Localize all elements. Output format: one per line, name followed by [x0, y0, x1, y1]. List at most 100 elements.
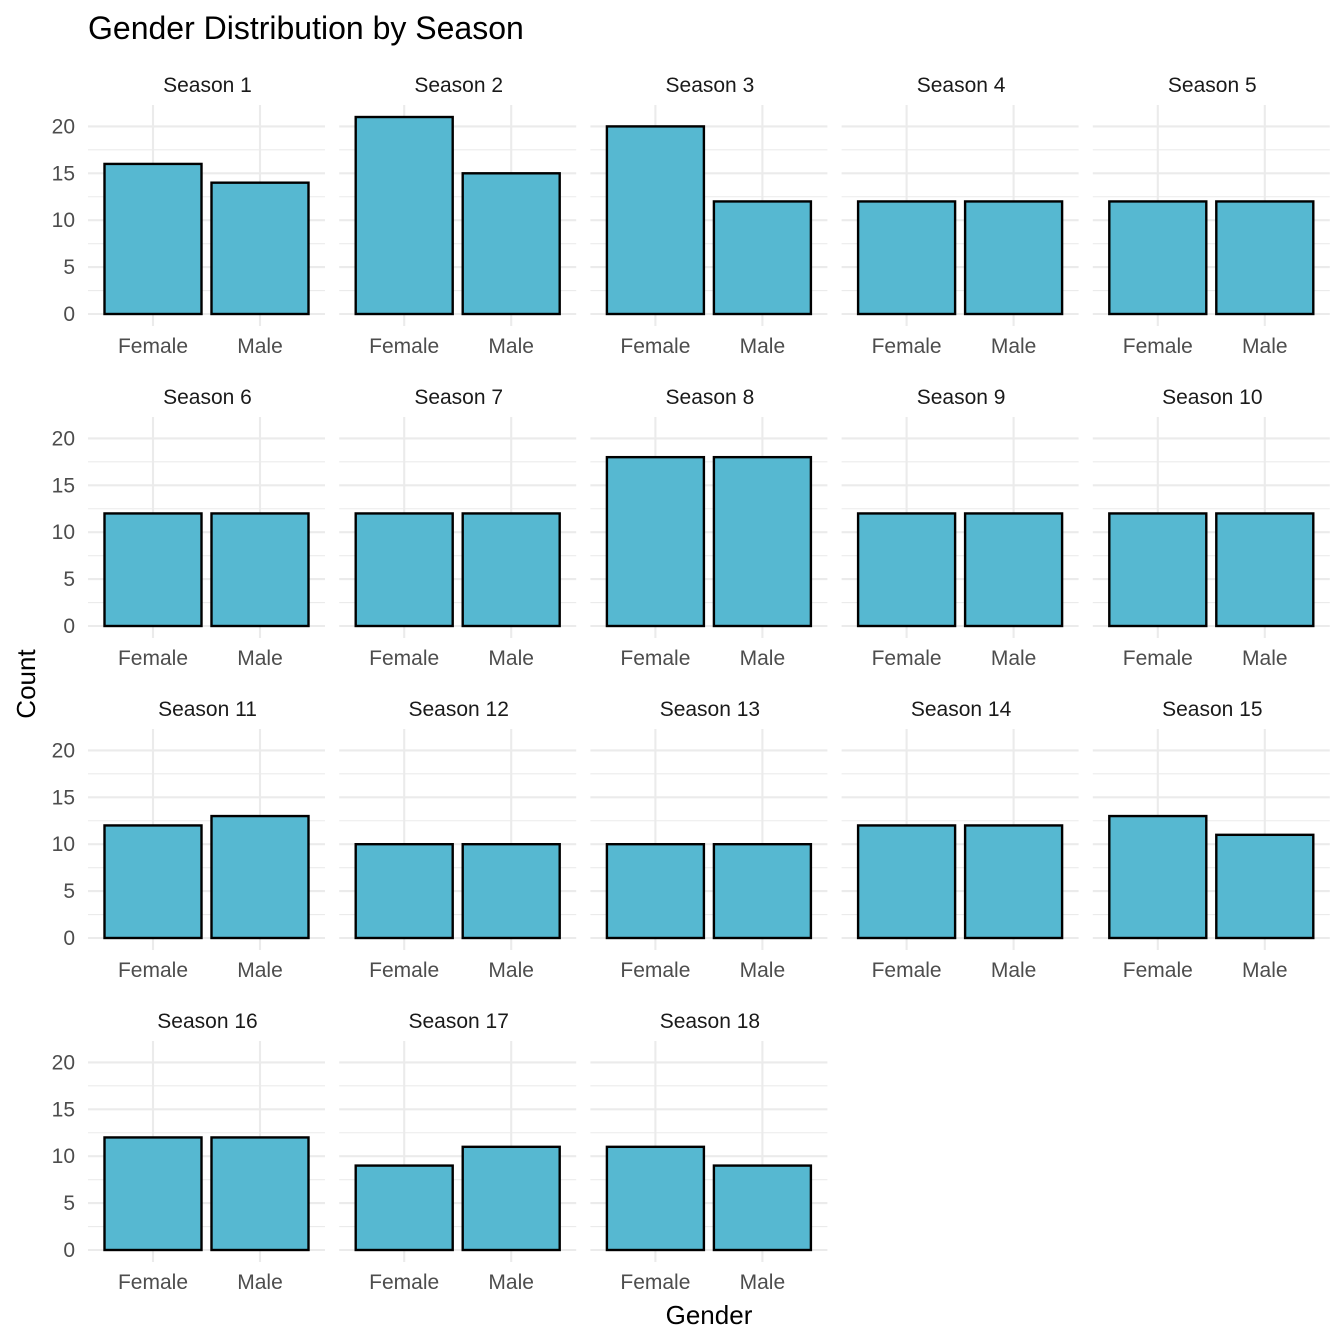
bar-female [103, 1136, 203, 1252]
x-tick-label: Female [872, 335, 942, 358]
facet-panel: Season 2 Female Male [339, 74, 577, 358]
y-tick-label: 5 [63, 568, 75, 591]
bar-male [461, 172, 561, 316]
facet-strip-label: Season 12 [408, 698, 508, 721]
x-tick-label: Female [118, 335, 188, 358]
x-tick-label: Male [1242, 335, 1288, 358]
x-tick-label: Female [872, 647, 942, 670]
bar-male [963, 512, 1064, 628]
x-tick-label: Female [620, 959, 690, 982]
x-tick-label: Male [488, 335, 534, 358]
x-tick-label: Male [991, 647, 1037, 670]
y-tick-label: 20 [52, 427, 75, 450]
bar-female [856, 200, 957, 316]
facet-strip-label: Season 1 [163, 74, 252, 97]
x-tick-label: Male [740, 335, 786, 358]
y-tick-label: 10 [52, 833, 75, 856]
x-tick-label: Female [1123, 959, 1193, 982]
x-tick-label: Female [369, 335, 439, 358]
facet-panel: Season 11 Female Male 0 5 10 15 20 [52, 698, 325, 982]
bar-female [1108, 200, 1208, 316]
bar-male [1215, 200, 1315, 316]
facet-strip-label: Season 11 [158, 698, 257, 721]
bar-male [210, 512, 310, 628]
facet-panel: Season 12 Female Male [339, 698, 577, 982]
x-tick-label: Female [620, 335, 690, 358]
facet-panel: Season 4 Female Male [841, 74, 1079, 358]
bar-female [354, 512, 454, 628]
x-tick-label: Female [118, 959, 188, 982]
facet-strip-label: Season 5 [1168, 74, 1257, 97]
facet-strip-label: Season 16 [157, 1010, 257, 1033]
bar-male [712, 843, 813, 940]
x-tick-label: Female [369, 959, 439, 982]
y-tick-label: 0 [63, 927, 75, 950]
bar-female [103, 512, 203, 628]
bar-female [354, 843, 454, 940]
x-tick-label: Female [1123, 335, 1193, 358]
x-tick-label: Male [740, 959, 786, 982]
y-tick-label: 15 [52, 474, 75, 497]
y-tick-label: 20 [52, 1051, 75, 1074]
y-tick-label: 15 [52, 786, 75, 809]
bar-female [354, 1164, 454, 1252]
facet-strip-label: Season 2 [414, 74, 503, 97]
bar-male [1215, 512, 1315, 628]
bar-female [605, 455, 706, 628]
facet-panel: Season 6 Female Male 0 5 10 15 20 [52, 386, 325, 670]
bar-female [605, 843, 706, 940]
x-tick-label: Female [872, 959, 942, 982]
x-tick-label: Male [488, 647, 534, 670]
facet-strip-label: Season 10 [1162, 386, 1262, 409]
facet-panel: Season 8 Female Male [590, 386, 828, 670]
y-tick-label: 15 [52, 162, 75, 185]
y-tick-label: 0 [63, 615, 75, 638]
x-tick-label: Male [991, 959, 1037, 982]
facet-strip-label: Season 7 [414, 386, 503, 409]
facet-panel: Season 14 Female Male [841, 698, 1079, 982]
y-tick-label: 15 [52, 1098, 75, 1121]
facet-panel: Season 18 Female Male [590, 1010, 828, 1294]
bar-male [963, 824, 1064, 940]
x-tick-label: Male [488, 959, 534, 982]
x-tick-label: Male [1242, 647, 1288, 670]
bar-female [856, 824, 957, 940]
facet-strip-label: Season 6 [163, 386, 252, 409]
x-tick-label: Male [740, 1271, 786, 1294]
facet-panels: Season 1 Female Male 0 5 10 15 20 Season 2 Female… [52, 74, 1330, 1294]
y-tick-label: 20 [52, 115, 75, 138]
facet-panel: Season 15 Female Male [1092, 698, 1330, 982]
bar-female [605, 125, 706, 316]
y-tick-label: 5 [63, 1192, 75, 1215]
x-tick-label: Male [237, 335, 283, 358]
x-axis-title: Gender [666, 1300, 753, 1330]
x-tick-label: Male [1242, 959, 1288, 982]
x-tick-label: Female [1123, 647, 1193, 670]
x-tick-label: Female [620, 1271, 690, 1294]
facet-panel: Season 7 Female Male [339, 386, 577, 670]
x-tick-label: Female [369, 647, 439, 670]
y-tick-label: 0 [63, 303, 75, 326]
bar-male [712, 200, 813, 316]
x-tick-label: Male [488, 1271, 534, 1294]
y-axis-title: Count [11, 649, 41, 719]
x-tick-label: Female [369, 1271, 439, 1294]
x-tick-label: Male [991, 335, 1037, 358]
y-tick-label: 5 [63, 256, 75, 279]
x-tick-label: Male [740, 647, 786, 670]
x-tick-label: Male [237, 959, 283, 982]
facet-strip-label: Season 14 [911, 698, 1012, 721]
bar-male [963, 200, 1064, 316]
bar-male [210, 1136, 310, 1252]
facet-strip-label: Season 13 [660, 698, 760, 721]
bar-male [461, 512, 561, 628]
facet-strip-label: Season 4 [917, 74, 1006, 97]
y-tick-label: 0 [63, 1239, 75, 1262]
facet-panel: Season 9 Female Male [841, 386, 1079, 670]
facet-strip-label: Season 8 [666, 386, 755, 409]
bar-female [1108, 814, 1208, 940]
bar-female [103, 824, 203, 940]
bar-female [605, 1145, 706, 1252]
